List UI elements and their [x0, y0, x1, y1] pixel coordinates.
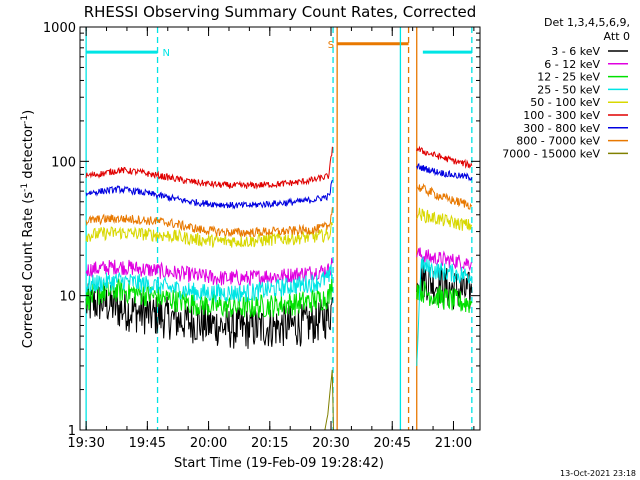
flag-label: N	[163, 48, 170, 59]
series-line	[85, 259, 473, 349]
y-axis-label: Corrected Count Rate (s-1 detector-1)	[20, 110, 36, 348]
chart-title: RHESSI Observing Summary Count Rates, Co…	[84, 3, 477, 21]
x-tick-label: 20:00	[190, 436, 227, 451]
series-line	[85, 207, 473, 248]
series-line	[324, 369, 334, 430]
y-tick-label: 1	[68, 424, 76, 439]
series-line	[85, 278, 473, 318]
y-tick-label: 100	[51, 155, 76, 170]
legend-header-line-1: Det 1,3,4,5,6,9,	[544, 16, 630, 29]
y-tick-label: 1000	[43, 21, 76, 36]
x-tick-label: 19:45	[129, 436, 166, 451]
x-axis-label: Start Time (19-Feb-09 19:28:42)	[174, 456, 384, 471]
series-line	[85, 145, 473, 190]
plot-frame	[79, 26, 481, 431]
observing-flags: NS	[86, 40, 472, 59]
legend-entry-label: 100 - 300 keV	[523, 109, 600, 122]
series-line	[85, 247, 472, 286]
legend-entry-label: 3 - 6 keV	[551, 45, 600, 58]
series-line	[85, 162, 473, 210]
legend-entry-label: 25 - 50 keV	[537, 83, 600, 96]
flag-label: S	[328, 40, 334, 51]
count-rate-series	[85, 145, 473, 430]
series-line	[85, 256, 473, 367]
legend-entry-label: 800 - 7000 keV	[516, 135, 600, 148]
x-tick-label: 21:00	[435, 436, 472, 451]
footer-date: 13-Oct-2021 23:18	[560, 469, 636, 478]
x-axis: 19:30 19:45 20:00 20:15 20:30 20:45 21:00	[67, 27, 475, 451]
y-axis: 1 10 100 1000	[43, 21, 480, 439]
x-tick-label: 19:30	[67, 436, 104, 451]
x-tick-label: 20:45	[374, 436, 411, 451]
x-tick-label: 20:30	[312, 436, 349, 451]
x-tick-label: 20:15	[251, 436, 288, 451]
legend-entry-label: 50 - 100 keV	[530, 96, 600, 109]
legend-header-line-2: Att 0	[604, 30, 630, 43]
legend-entry-label: 7000 - 15000 keV	[502, 147, 600, 160]
legend-entry-label: 300 - 800 keV	[523, 122, 600, 135]
legend-entry-label: 12 - 25 keV	[537, 71, 600, 84]
y-tick-label: 10	[59, 290, 76, 305]
legend-entry-label: 6 - 12 keV	[544, 58, 600, 71]
series-line	[85, 183, 473, 238]
